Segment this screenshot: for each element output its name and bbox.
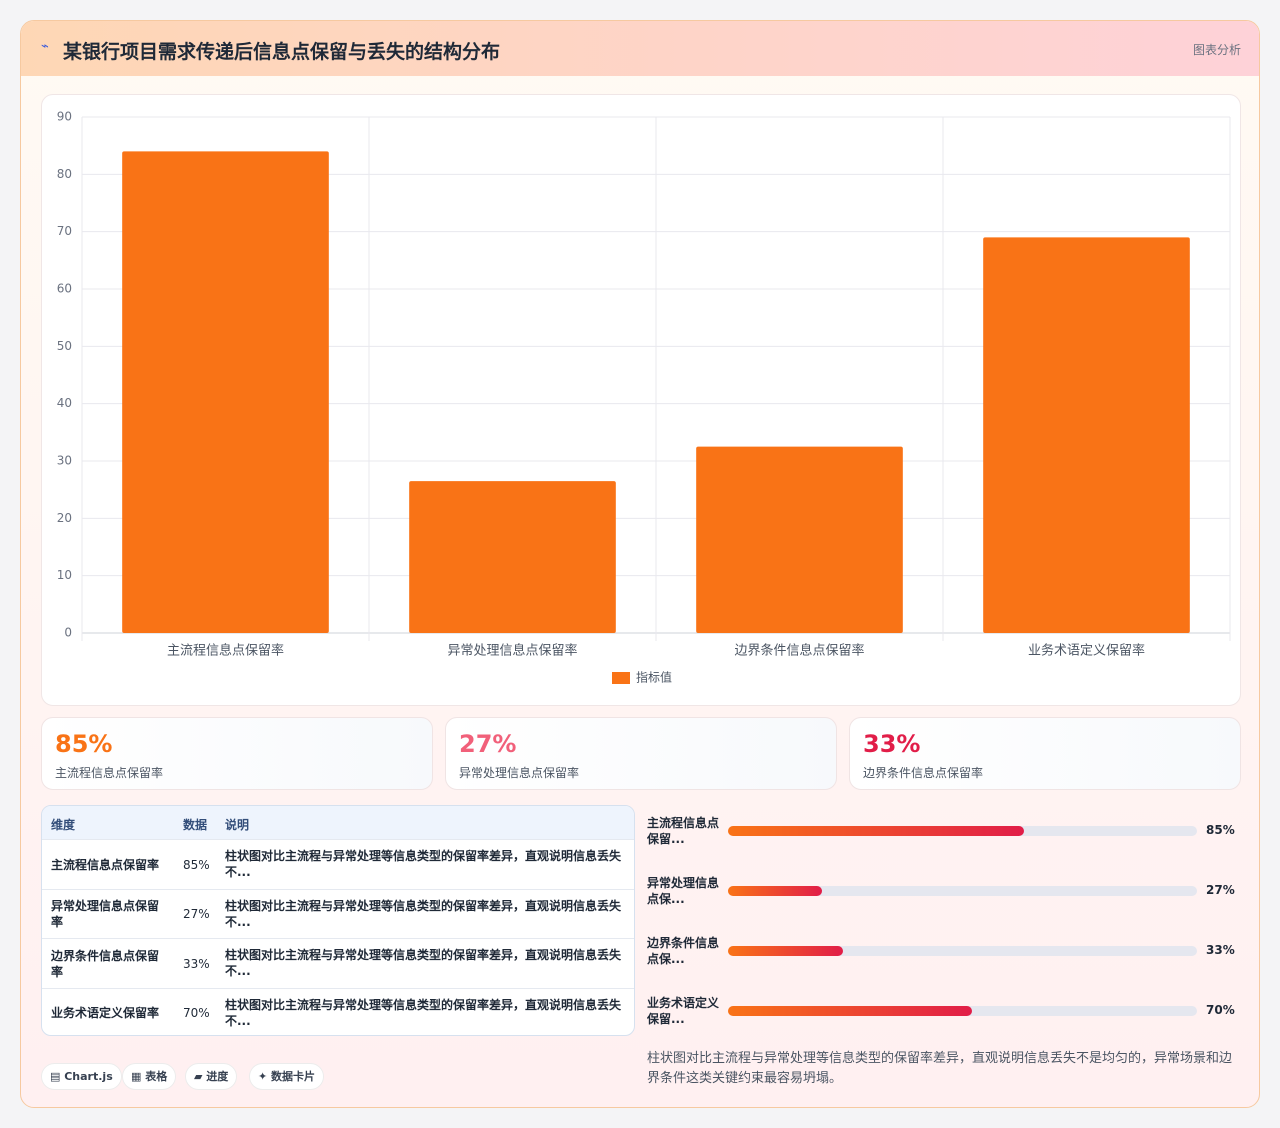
progress-value: 33% <box>1206 943 1235 957</box>
bar <box>122 151 329 633</box>
y-tick-label: 60 <box>57 282 72 296</box>
table-cell: 柱状图对比主流程与异常处理等信息类型的保留率差异，直观说明信息丢失不... <box>225 948 622 978</box>
chart-panel: 0 10 20 30 40 50 60 70 80 90 主流程信息点保留率 异常处理信息点保留率 边界… <box>41 94 1241 706</box>
y-tick-label: 50 <box>57 339 72 353</box>
badge: ▦ 表格 <box>122 1063 177 1090</box>
badge-text: 进度 <box>206 1070 229 1083</box>
bar <box>983 237 1190 633</box>
badge: ✦ 数据卡片 <box>249 1063 325 1090</box>
progress-label: 异常处理信息点保... <box>647 876 720 906</box>
x-tick-label: 主流程信息点保留率 <box>167 643 284 659</box>
bar <box>696 446 903 633</box>
summary: 柱状图对比主流程与异常处理等信息类型的保留率差异，直观说明信息丢失不是均匀的，异… <box>647 1051 1233 1086</box>
y-tick-label: 20 <box>57 511 72 525</box>
table-cell: 33% <box>183 956 210 971</box>
table-header: 维度 数据 说明 <box>42 806 634 839</box>
progress-value: 27% <box>1206 883 1235 897</box>
table-cell: 70% <box>183 1006 210 1020</box>
progress-label: 主流程信息点保留... <box>647 816 720 846</box>
table-row: 异常处理信息点保留率 27% 柱状图对比主流程与异常处理等信息类型的保留率差异，直观… <box>42 888 634 938</box>
y-tick-label: 10 <box>57 568 72 582</box>
stat-value: 33% <box>863 730 921 758</box>
y-tick-label: 90 <box>57 110 72 124</box>
title: 某银行项目需求传递后信息点保留与丢失的结构分布 <box>63 41 501 63</box>
badge-text: Chart.js <box>64 1070 113 1083</box>
column-header: 说明 <box>225 818 250 832</box>
x-tick-label: 业务术语定义保留率 <box>1028 643 1145 659</box>
y-tick-label: 30 <box>57 454 72 468</box>
table-cell: 27% <box>183 907 210 921</box>
table-row: 主流程信息点保留率 85% 柱状图对比主流程与异常处理等信息类型的保留率差异，直观说… <box>42 839 634 888</box>
badge-text: 表格 <box>145 1070 168 1083</box>
progress-value: 85% <box>1206 823 1235 837</box>
progress-fill <box>728 886 822 896</box>
stat-card: 85% 主流程信息点保留率 <box>41 717 433 790</box>
stat-value: 85% <box>55 730 113 758</box>
table-cell: 柱状图对比主流程与异常处理等信息类型的保留率差异，直观说明信息丢失不... <box>225 898 622 929</box>
progress-label: 业务术语定义保留... <box>647 996 720 1026</box>
progress-fill <box>728 1006 972 1016</box>
table-cell: 柱状图对比主流程与异常处理等信息类型的保留率差异，直观说明信息丢失不... <box>225 997 622 1028</box>
table-cell: 业务术语定义保留率 <box>51 1006 160 1020</box>
y-tick-label: 70 <box>57 224 72 238</box>
y-tick-label: 40 <box>57 396 72 410</box>
stat-card: 27% 异常处理信息点保留率 <box>445 717 837 790</box>
bar <box>409 481 616 633</box>
progress-track <box>728 886 1197 896</box>
stat-label: 边界条件信息点保留率 <box>863 766 984 780</box>
badge: ▰ 进度 <box>185 1063 238 1090</box>
progress-label: 边界条件信息点保... <box>647 936 720 966</box>
stat-label: 异常处理信息点保留率 <box>459 766 580 780</box>
table-cell: 边界条件信息点保留率 <box>51 948 160 979</box>
badge-icon: ▦ <box>131 1070 146 1083</box>
badge: ▤ Chart.js <box>41 1063 122 1090</box>
table-cell: 柱状图对比主流程与异常处理等信息类型的保留率差异，直观说明信息丢失不... <box>225 849 622 879</box>
badge-icon: ▰ <box>194 1070 207 1083</box>
table: 维度 数据 说明主流程信息点保留率 85% 柱状图对比主流程与异常处理等信息类型的保留率… <box>41 805 635 1036</box>
y-tick-label: 80 <box>57 167 72 181</box>
table-cell: 85% <box>183 857 210 872</box>
column-header: 维度 <box>51 818 76 832</box>
tag: 图表分析 <box>1192 43 1241 57</box>
progress-track <box>728 946 1197 956</box>
table-cell: 主流程信息点保留率 <box>51 857 160 872</box>
column-header: 数据 <box>183 818 208 832</box>
panel: ⌁ 某银行项目需求传递后信息点保留与丢失的结构分布 图表分析 0 10 20 30 40… <box>20 20 1260 1108</box>
table-row: 业务术语定义保留率 70% 柱状图对比主流程与异常处理等信息类型的保留率差异，直观说… <box>42 987 634 1036</box>
progress-fill <box>728 946 843 956</box>
legend-swatch <box>612 672 630 684</box>
chart: 0 10 20 30 40 50 60 70 80 90 主流程信息点保留率 异常处理信息点保留率 边界… <box>57 110 1231 685</box>
progress-value: 70% <box>1206 1003 1235 1017</box>
stat-label: 主流程信息点保留率 <box>55 766 164 780</box>
header: ⌁ 某银行项目需求传递后信息点保留与丢失的结构分布 图表分析 <box>21 21 1259 76</box>
x-tick-label: 异常处理信息点保留率 <box>447 643 577 659</box>
table-cell: 异常处理信息点保留率 <box>51 899 160 929</box>
stat-value: 27% <box>459 730 517 758</box>
progress-track <box>728 1006 1197 1016</box>
badge-icon: ▤ <box>50 1070 65 1083</box>
table-row: 边界条件信息点保留率 33% 柱状图对比主流程与异常处理等信息类型的保留率差异，直观… <box>42 938 634 987</box>
icon: ⌁ <box>41 39 49 54</box>
badge-icon: ✦ <box>258 1070 272 1083</box>
y-tick-label: 0 <box>64 626 72 640</box>
progress-track <box>728 826 1197 836</box>
legend-label: 指标值 <box>636 670 672 685</box>
badge-text: 数据卡片 <box>271 1070 316 1083</box>
progress-fill <box>728 826 1024 836</box>
stat-card: 33% 边界条件信息点保留率 <box>849 717 1241 790</box>
x-tick-label: 边界条件信息点保留率 <box>734 643 864 659</box>
